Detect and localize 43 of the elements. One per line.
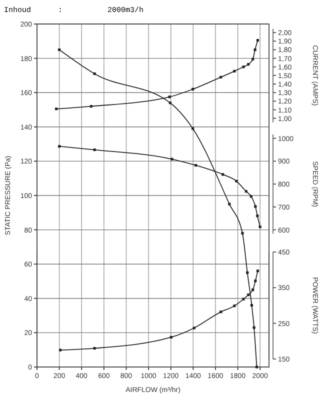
point	[246, 271, 249, 274]
point	[254, 48, 256, 52]
point	[250, 304, 254, 307]
point	[93, 72, 96, 76]
point	[247, 294, 250, 296]
point	[58, 48, 61, 52]
point	[90, 105, 93, 108]
point	[228, 202, 231, 206]
point	[170, 158, 174, 160]
point	[256, 38, 260, 42]
point	[250, 195, 252, 198]
point	[220, 310, 222, 314]
point	[254, 205, 257, 208]
point	[192, 88, 194, 90]
point	[220, 76, 222, 78]
point	[192, 326, 196, 330]
point	[256, 214, 259, 218]
point	[58, 145, 61, 148]
point	[59, 348, 62, 352]
point	[233, 304, 236, 308]
point	[242, 298, 245, 300]
point	[222, 173, 224, 176]
point	[258, 226, 262, 228]
point	[252, 326, 256, 329]
point	[233, 70, 236, 72]
point	[168, 102, 172, 104]
point	[247, 63, 250, 66]
point	[241, 232, 244, 235]
point	[242, 66, 245, 68]
point	[244, 190, 248, 193]
point	[54, 108, 58, 110]
point	[170, 336, 172, 339]
point	[252, 288, 254, 292]
point	[93, 347, 96, 350]
point	[168, 96, 171, 98]
point	[254, 280, 257, 282]
point	[93, 148, 96, 152]
point	[235, 180, 238, 182]
point	[256, 270, 260, 272]
point	[192, 127, 194, 130]
point	[194, 164, 198, 167]
point	[252, 58, 254, 60]
point	[255, 366, 258, 368]
